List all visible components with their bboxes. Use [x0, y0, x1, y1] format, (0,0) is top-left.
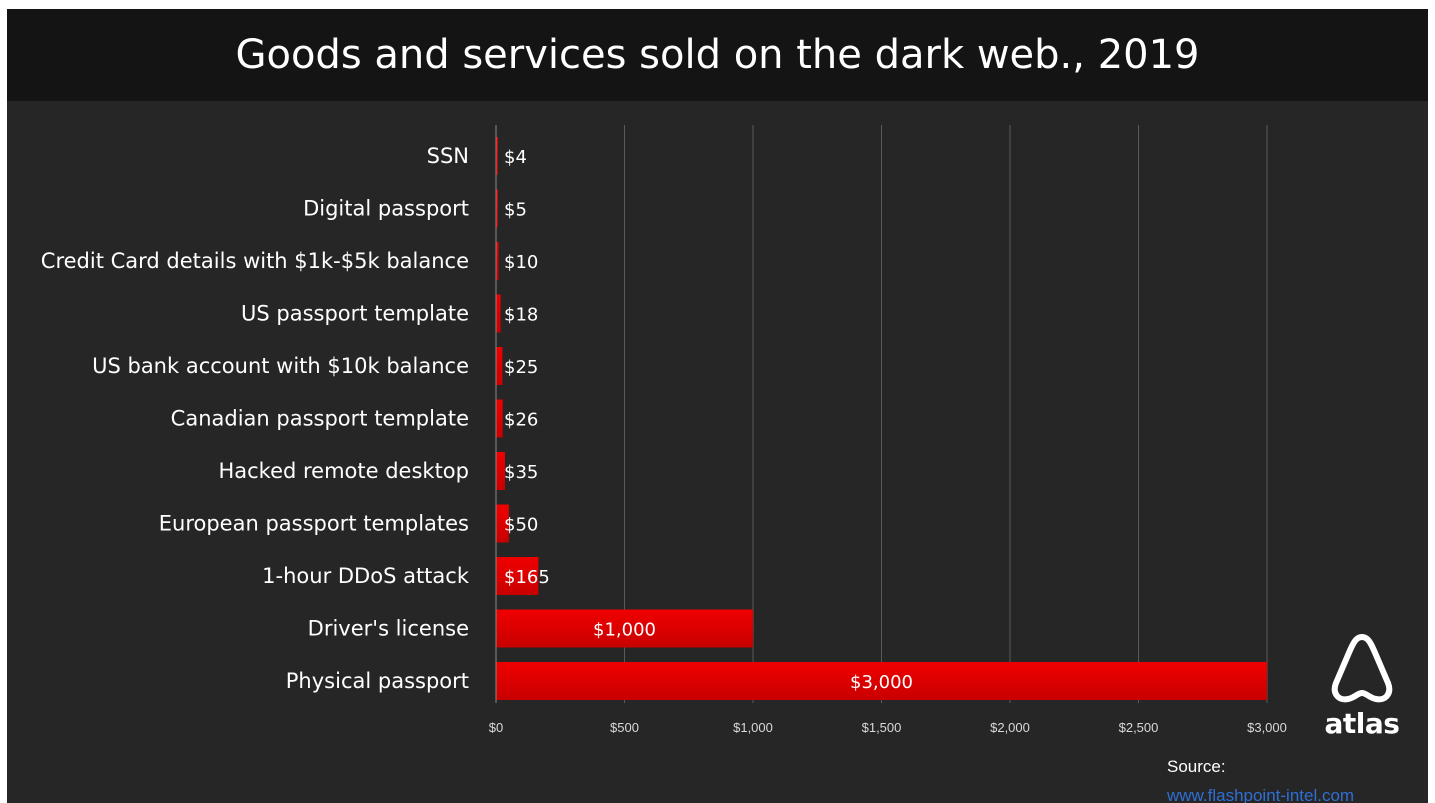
- x-tick-label: $1,000: [733, 720, 773, 735]
- data-label: $26: [504, 410, 538, 431]
- chart-frame: Goods and services sold on the dark web.…: [7, 9, 1428, 803]
- data-label: $10: [504, 252, 538, 273]
- data-label: $50: [504, 515, 538, 536]
- logo-text: atlas: [1324, 707, 1400, 740]
- category-label: SSN: [427, 144, 469, 168]
- x-tick-label: $1,500: [862, 720, 902, 735]
- x-tick-label: $0: [489, 720, 503, 735]
- source-link[interactable]: www.flashpoint-intel.com: [1167, 786, 1355, 803]
- bar: [496, 347, 503, 385]
- category-label: Credit Card details with $1k-$5k balance: [41, 249, 469, 273]
- bar: [496, 189, 498, 228]
- data-label: $5: [504, 200, 527, 221]
- bar: [496, 557, 539, 595]
- category-label: European passport templates: [159, 512, 469, 536]
- data-label: $35: [504, 462, 538, 483]
- data-label: $165: [504, 567, 550, 588]
- category-label: 1-hour DDoS attack: [262, 564, 470, 588]
- bar: [496, 399, 503, 438]
- bar-chart: $0 $500 $1,000 $1,500 $2,000 $2,500 $3,000 SSN $…: [41, 125, 1287, 735]
- title-bar: Goods and services sold on the dark web.…: [7, 9, 1428, 101]
- bar: [496, 294, 501, 333]
- x-tick-label: $500: [610, 720, 639, 735]
- atlas-logo: atlas: [1322, 629, 1402, 740]
- data-label: $4: [504, 147, 527, 168]
- data-label: $25: [504, 357, 538, 378]
- x-tick-label: $2,000: [990, 720, 1030, 735]
- bar: [496, 609, 753, 648]
- x-tick-label: $2,500: [1119, 720, 1159, 735]
- x-tick-label: $3,000: [1247, 720, 1287, 735]
- bar: [496, 662, 1267, 700]
- bar: [496, 242, 499, 280]
- source-label: Source:: [1167, 757, 1226, 776]
- category-label: US bank account with $10k balance: [92, 354, 469, 378]
- data-label: $18: [504, 305, 538, 326]
- category-label: Driver's license: [308, 617, 469, 641]
- category-label: Canadian passport template: [171, 407, 469, 431]
- bar: [496, 504, 509, 543]
- category-label: Hacked remote desktop: [218, 459, 469, 483]
- chart-title: Goods and services sold on the dark web.…: [235, 32, 1200, 78]
- category-label: Digital passport: [303, 197, 469, 221]
- category-label: Physical passport: [286, 669, 469, 693]
- data-label: $1,000: [593, 620, 656, 641]
- category-label: US passport template: [241, 302, 469, 326]
- bar: [496, 137, 498, 175]
- atlas-logo-icon: [1331, 634, 1393, 703]
- bar: [496, 452, 505, 490]
- data-label: $3,000: [850, 672, 913, 693]
